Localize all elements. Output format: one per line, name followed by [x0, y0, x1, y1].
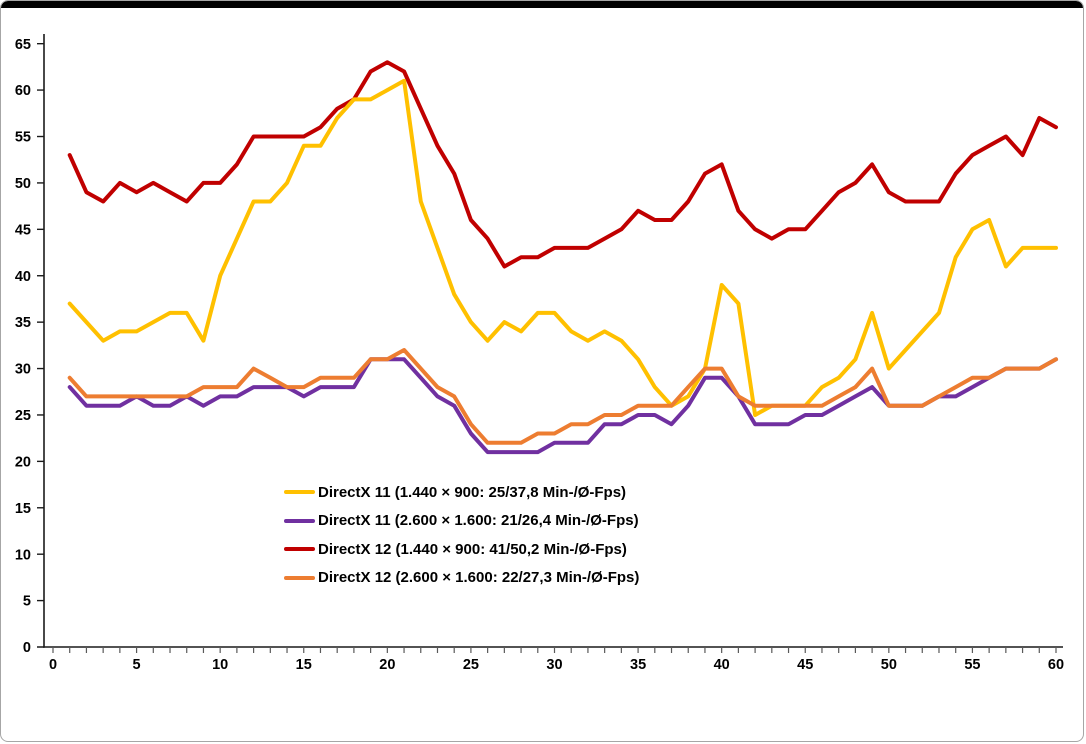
x-tick-label: 45: [797, 657, 813, 673]
x-tick-label: 0: [49, 657, 57, 673]
legend-item: DirectX 11 (2.600 × 1.600: 21/26,4 Min-/…: [284, 507, 639, 536]
x-tick-label: 15: [296, 657, 312, 673]
chart-legend: DirectX 11 (1.440 × 900: 25/37,8 Min-/Ø-…: [284, 478, 639, 592]
y-tick-label: 30: [15, 362, 31, 378]
x-tick-label: 55: [964, 657, 980, 673]
y-tick-label: 65: [15, 37, 31, 53]
x-tick-label: 30: [546, 657, 562, 673]
x-tick-label: 35: [630, 657, 646, 673]
legend-item: DirectX 11 (1.440 × 900: 25/37,8 Min-/Ø-…: [284, 478, 639, 507]
y-tick-label: 25: [15, 408, 31, 424]
series-line-2: [67, 60, 1058, 269]
legend-item: DirectX 12 (2.600 × 1.600: 22/27,3 Min-/…: [284, 564, 639, 593]
x-tick-label: 20: [379, 657, 395, 673]
series-line-0: [67, 78, 1058, 417]
y-tick-label: 10: [15, 547, 31, 563]
legend-item: DirectX 12 (1.440 × 900: 41/50,2 Min-/Ø-…: [284, 535, 639, 564]
y-tick-label: 40: [15, 269, 31, 285]
window-top-bar: [1, 1, 1083, 8]
legend-label: DirectX 12 (2.600 × 1.600: 22/27,3 Min-/…: [318, 569, 640, 587]
x-tick-label: 60: [1048, 657, 1064, 673]
legend-swatch-icon: [284, 547, 315, 552]
legend-swatch-icon: [284, 575, 315, 580]
y-tick-label: 15: [15, 501, 31, 517]
x-tick-label: 25: [463, 657, 479, 673]
y-tick-label: 35: [15, 315, 31, 331]
x-tick-label: 10: [212, 657, 228, 673]
y-tick-label: 0: [23, 640, 31, 656]
y-tick-label: 20: [15, 454, 31, 470]
legend-swatch-icon: [284, 490, 315, 495]
y-tick-label: 45: [15, 222, 31, 238]
legend-label: DirectX 12 (1.440 × 900: 41/50,2 Min-/Ø-…: [318, 540, 627, 558]
y-tick-label: 60: [15, 83, 31, 99]
x-tick-label: 5: [133, 657, 141, 673]
x-tick-label: 50: [881, 657, 897, 673]
series-line-3: [67, 348, 1058, 445]
legend-label: DirectX 11 (1.440 × 900: 25/37,8 Min-/Ø-…: [318, 483, 627, 501]
legend-label: DirectX 11 (2.600 × 1.600: 21/26,4 Min-/…: [318, 512, 639, 530]
x-tick-label: 40: [714, 657, 730, 673]
y-tick-label: 50: [15, 176, 31, 192]
legend-swatch-icon: [284, 518, 315, 523]
y-tick-label: 55: [15, 130, 31, 146]
y-tick-label: 5: [23, 594, 31, 610]
